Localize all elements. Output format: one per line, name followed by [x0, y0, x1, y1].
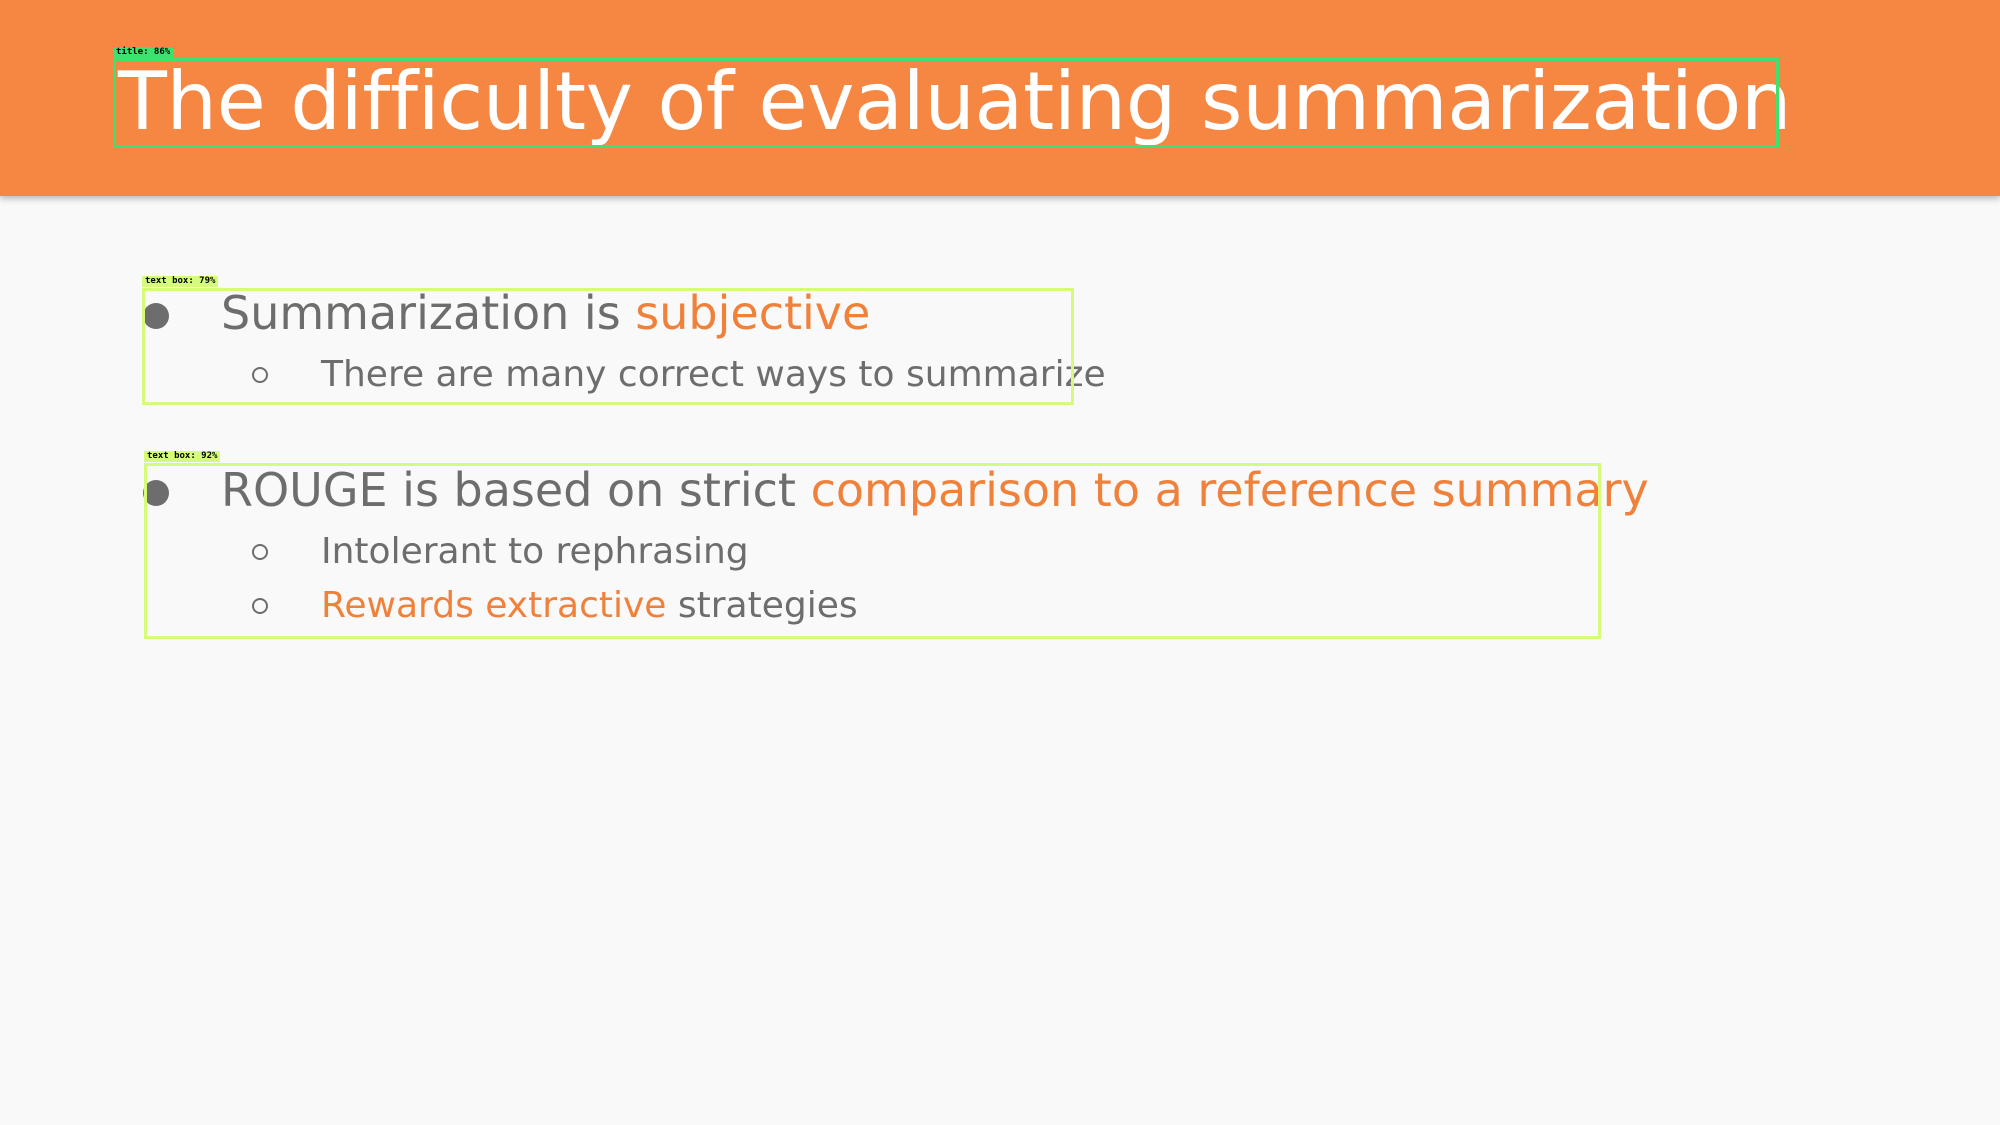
bullet-2-sub-1-text: Intolerant to rephrasing: [321, 527, 749, 577]
slide-header: The difficulty of evaluating summarizati…: [0, 0, 2000, 196]
bullet-2-sub-2-accent: Rewards extractive: [321, 585, 667, 626]
sub-bullet-circle: [252, 544, 268, 560]
bullet-dot: [143, 480, 169, 506]
bullet-2-text: ROUGE is based on strict comparison to a…: [221, 460, 1649, 520]
bullet-1-text: Summarization is subjective: [221, 283, 870, 343]
detection-box-title: [113, 58, 1779, 148]
detection-label-text-2: text box: 92%: [144, 451, 221, 462]
detection-label-title: title: 86%: [113, 47, 174, 58]
slide-title: The difficulty of evaluating summarizati…: [118, 55, 1792, 148]
sub-bullet-circle: [252, 598, 268, 614]
sub-bullet-circle: [252, 367, 268, 383]
bullet-1-sub-1-text: There are many correct ways to summarize: [321, 350, 1106, 400]
bullet-2-sub-1-plain: Intolerant to rephrasing: [321, 531, 749, 572]
bullet-1-sub-1-plain: There are many correct ways to summarize: [321, 354, 1106, 395]
bullet-2-plain: ROUGE is based on strict: [221, 463, 811, 517]
detection-box-text-1: [142, 288, 1074, 405]
bullet-2-sub-2-text: Rewards extractive strategies: [321, 581, 858, 631]
detection-box-text-2: [144, 463, 1601, 639]
detection-label-text-1: text box: 79%: [142, 276, 219, 287]
bullet-dot: [143, 303, 169, 329]
bullet-2-accent: comparison to a reference summary: [810, 463, 1649, 517]
bullet-1-accent: subjective: [635, 286, 871, 340]
bullet-2-sub-2-plain: strategies: [666, 585, 858, 626]
bullet-1-plain: Summarization is: [221, 286, 636, 340]
